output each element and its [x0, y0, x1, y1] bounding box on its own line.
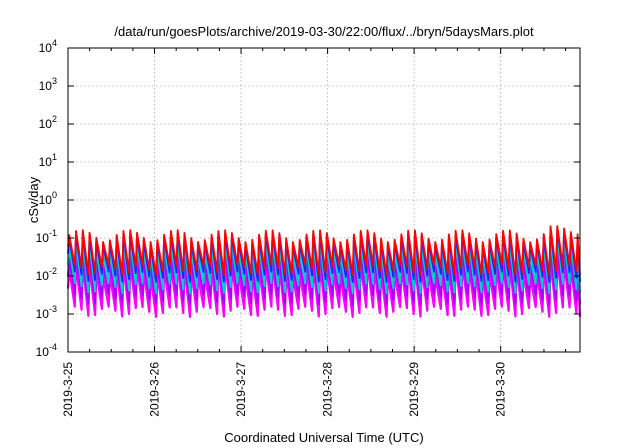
y-axis: 10-4 10-3 10-2 10-1 100 101 102 103 104: [36, 38, 580, 359]
y-tick-label: 102: [39, 114, 57, 131]
y-tick-label: 103: [39, 76, 57, 93]
x-tick-label: 2019-3-30: [494, 362, 508, 417]
y-tick-label: 100: [39, 190, 57, 207]
x-axis: 2019-3-25 2019-3-26 2019-3-27 2019-3-28 2019…: [61, 48, 567, 417]
y-tick-label: 10-3: [36, 304, 57, 321]
x-axis-title: Coordinated Universal Time (UTC): [224, 430, 423, 445]
x-tick-label: 2019-3-28: [321, 362, 335, 417]
x-tick-label: 2019-3-26: [148, 362, 162, 417]
y-tick-label: 10-2: [36, 266, 57, 283]
y-tick-label: 104: [39, 38, 57, 55]
y-tick-label: 10-4: [36, 342, 57, 359]
series-line: [67, 225, 581, 277]
y-tick-label: 101: [39, 152, 57, 169]
y-axis-title: cSv/day: [26, 176, 41, 223]
series-group: [66, 225, 582, 318]
x-tick-label: 2019-3-27: [234, 362, 248, 417]
x-tick-label: 2019-3-29: [407, 362, 421, 417]
chart-title: /data/run/goesPlots/archive/2019-03-30/2…: [114, 24, 534, 39]
x-tick-label: 2019-3-25: [61, 362, 75, 417]
y-tick-label: 10-1: [36, 228, 57, 245]
